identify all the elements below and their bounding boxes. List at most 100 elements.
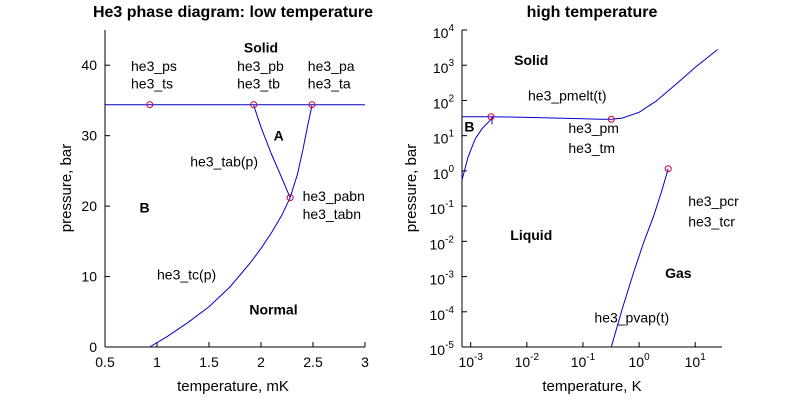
region-label: Gas (665, 265, 692, 281)
annotation-label: he3_tb (237, 75, 280, 91)
y-tick-label: 0 (89, 339, 97, 355)
x-tick-label-exponent: 0 (644, 352, 650, 363)
annotation-label: he3_pcr (688, 193, 739, 209)
x-axis-label: temperature, K (542, 378, 641, 395)
region-label: Liquid (510, 227, 552, 243)
annotation-label: he3_pmelt(t) (528, 87, 607, 103)
x-tick-label-base: 10 (571, 354, 587, 370)
y-tick-label-base: 10 (430, 272, 446, 288)
phase-boundary-line (253, 105, 291, 198)
region-label: B (464, 119, 474, 135)
y-tick-label: 10-2 (430, 234, 455, 252)
annotation-label: he3_pm (568, 120, 619, 136)
annotation-label: he3_tcr (688, 214, 735, 230)
annotation-label: he3_pabn (303, 188, 365, 204)
y-tick-label-exponent: 1 (448, 129, 454, 140)
x-tick-label-base: 10 (685, 354, 701, 370)
y-tick-label: 10-3 (430, 270, 455, 288)
y-tick-label-exponent: -4 (445, 305, 454, 316)
y-tick-label-exponent: 2 (448, 93, 454, 104)
annotation-label: he3_tab(p) (190, 154, 258, 170)
annotation-label: he3_pvap(t) (594, 309, 669, 325)
data-point (308, 101, 316, 109)
annotation-label: he3_tc(p) (157, 266, 216, 282)
chart-marks: 10-3 10-2 10-1 100 10110-510-410-310-210-110… (430, 23, 740, 370)
region-label: A (274, 128, 284, 144)
annotation-label: he3_tm (568, 140, 615, 156)
phase-boundary-line (461, 49, 718, 120)
y-tick-label-base: 10 (430, 307, 446, 323)
data-point (250, 101, 258, 109)
high-temperature-panel: high temperature 10-3 10-2 10-1 100 10110-51… (403, 4, 739, 395)
x-tick-label-base: 10 (515, 354, 531, 370)
x-tick-label-exponent: 1 (700, 352, 706, 363)
x-tick-label: 3 (361, 354, 369, 370)
phase-boundary-line (149, 197, 291, 348)
annotation-label: he3_pb (237, 58, 284, 74)
x-tick-label-exponent: -3 (474, 352, 483, 363)
annotation-label: he3_tabn (303, 206, 361, 222)
y-tick-label: 40 (81, 57, 97, 73)
region-label: Solid (514, 52, 548, 68)
x-tick-label-exponent: -2 (530, 352, 539, 363)
y-tick-label: 102 (433, 93, 455, 111)
y-tick-label: 104 (433, 23, 455, 41)
x-tick-label-base: 10 (458, 354, 474, 370)
y-tick-label-exponent: -2 (445, 234, 454, 245)
data-point (664, 165, 672, 173)
annotation-label: he3_ta (308, 75, 351, 91)
y-axis-label: pressure, bar (403, 144, 420, 232)
x-tick-label: 0.5 (95, 354, 115, 370)
x-tick-label-base: 10 (629, 354, 645, 370)
annotation-label: he3_pa (308, 58, 355, 74)
x-tick-label: 101 (685, 352, 707, 370)
y-tick-label-base: 10 (430, 201, 446, 217)
x-tick-label: 1.5 (199, 354, 219, 370)
low-temperature-panel: He3 phase diagram: low temperature 0.5 1 1… (58, 4, 373, 395)
y-tick-label: 20 (81, 198, 97, 214)
y-tick-label-base: 10 (430, 342, 446, 358)
y-tick-label: 10-5 (430, 340, 455, 358)
x-axis-label: temperature, mK (177, 378, 289, 395)
y-tick-label-exponent: 4 (448, 23, 454, 34)
annotation-label: he3_ts (131, 75, 173, 91)
y-tick-label-base: 10 (430, 236, 446, 252)
y-tick-label-exponent: -1 (445, 199, 454, 210)
y-tick-label-base: 10 (433, 25, 449, 41)
phase-boundary-line (461, 116, 494, 181)
y-tick-label: 10-1 (430, 199, 455, 217)
y-tick-label-base: 10 (433, 95, 449, 111)
x-tick-label: 10-1 (571, 352, 596, 370)
y-tick-label-exponent: 3 (448, 58, 454, 69)
data-point (487, 113, 495, 121)
y-tick-label-base: 10 (433, 60, 449, 76)
annotation-label: he3_ps (131, 58, 177, 74)
phase-boundary-line (610, 168, 669, 348)
data-point (286, 194, 294, 202)
data-point (146, 101, 154, 109)
x-tick-label: 10-3 (458, 352, 483, 370)
region-label: Solid (244, 40, 278, 56)
region-label: B (139, 199, 149, 215)
x-tick-label: 2 (257, 354, 265, 370)
y-tick-label: 30 (81, 128, 97, 144)
y-tick-label-base: 10 (433, 166, 449, 182)
y-tick-label: 103 (433, 58, 455, 76)
y-tick-label-exponent: -3 (445, 270, 454, 281)
data-point (607, 115, 615, 123)
region-label: Normal (249, 302, 297, 318)
x-tick-label: 2.5 (303, 354, 323, 370)
y-tick-label-exponent: 0 (448, 164, 454, 175)
y-tick-label: 100 (433, 164, 455, 182)
x-tick-label: 1 (153, 354, 161, 370)
y-tick-label: 101 (433, 129, 455, 147)
phase-boundary-line (289, 105, 313, 198)
y-axis-label: pressure, bar (58, 144, 75, 232)
x-tick-label: 10-2 (515, 352, 540, 370)
x-tick-label: 100 (629, 352, 651, 370)
y-tick-label-exponent: -5 (445, 340, 454, 351)
y-tick-label: 10 (81, 269, 97, 285)
y-tick-label-base: 10 (433, 131, 449, 147)
